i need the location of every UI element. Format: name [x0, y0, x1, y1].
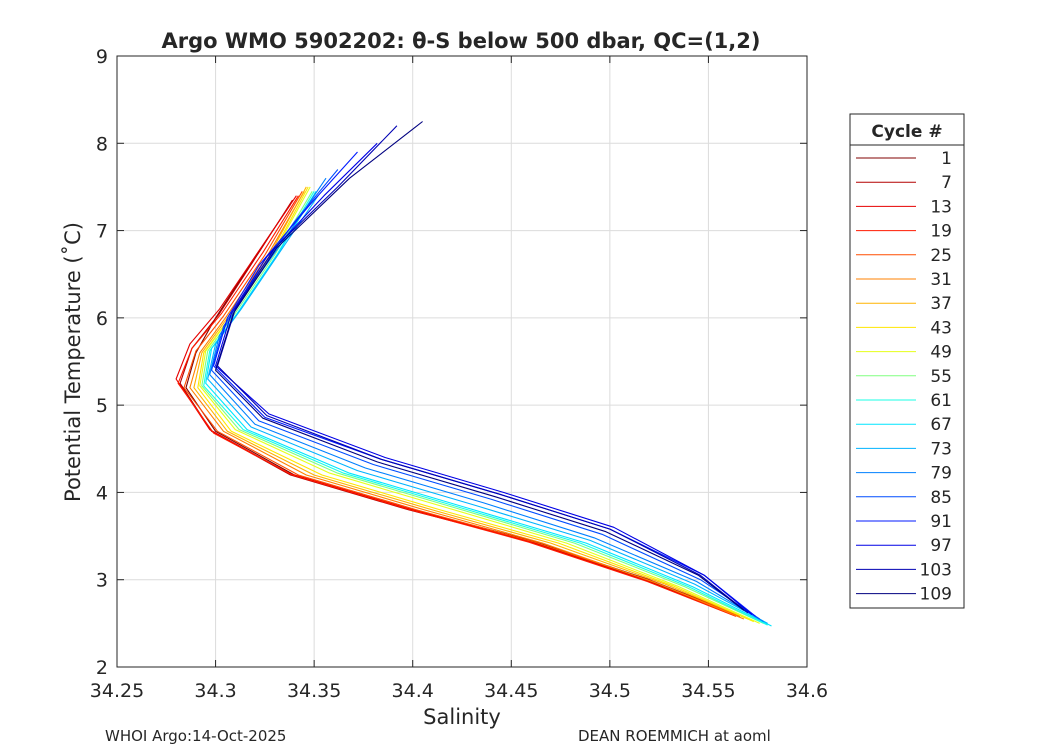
chart-title: Argo WMO 5902202: θ-S below 500 dbar, QC… — [162, 29, 761, 53]
y-axis-label: Potential Temperature (˚C) — [61, 222, 85, 502]
axes-background — [117, 56, 807, 667]
legend-label-79: 79 — [930, 464, 952, 484]
plot-area: 34.25 34.3 34.35 34.4 34.45 34.5 34.55 34.6 2 3 4 5… — [90, 46, 828, 702]
series-line-cycle-7 — [179, 199, 735, 616]
series-line-cycle-55 — [201, 191, 764, 624]
series-line-cycle-91 — [213, 151, 757, 617]
legend-title: Cycle # — [871, 122, 942, 142]
legend-label-7: 7 — [941, 173, 952, 193]
legend-label-55: 55 — [930, 367, 952, 387]
series-line-cycle-73 — [207, 195, 768, 624]
x-tick-label: 34.55 — [681, 680, 735, 702]
legend-label-97: 97 — [930, 536, 952, 556]
legend-label-25: 25 — [930, 246, 952, 266]
legend-label-49: 49 — [930, 343, 952, 363]
legend-label-19: 19 — [930, 222, 952, 242]
legend-label-1: 1 — [941, 149, 952, 169]
series-layer — [175, 121, 772, 627]
y-tick-label: 6 — [96, 308, 108, 330]
axes-frame — [116, 55, 808, 668]
legend-box — [849, 113, 965, 609]
y-tick-label: 9 — [96, 46, 108, 68]
x-tick-label: 34.45 — [484, 680, 538, 702]
legend-label-103: 103 — [920, 560, 952, 580]
series-line-cycle-109 — [215, 121, 745, 611]
x-tick-label: 34.6 — [786, 680, 828, 702]
x-tick-label: 34.25 — [90, 680, 144, 702]
series-line-cycle-103 — [216, 125, 749, 614]
legend-label-31: 31 — [930, 270, 952, 290]
y-tick-label: 4 — [96, 482, 108, 504]
legend-label-13: 13 — [930, 197, 952, 217]
series-line-cycle-19 — [177, 195, 737, 617]
series-line-cycle-67 — [205, 191, 772, 627]
y-tick-label: 7 — [96, 221, 108, 243]
legend-label-73: 73 — [930, 439, 952, 459]
legend: Cycle # 1 7 13 19 25 31 37 43 49 55 61 67 73 79 85 91 97… — [849, 113, 965, 609]
x-tick-label: 34.35 — [287, 680, 341, 702]
legend-label-37: 37 — [930, 294, 952, 314]
x-tick-label: 34.4 — [392, 680, 434, 702]
ticks: 34.25 34.3 34.35 34.4 34.45 34.5 34.55 34.6 2 3 4 5… — [90, 46, 828, 702]
legend-label-85: 85 — [930, 488, 952, 508]
footer-right: DEAN ROEMMICH at aoml — [578, 727, 771, 745]
x-tick-label: 34.3 — [194, 680, 236, 702]
legend-label-43: 43 — [930, 318, 952, 338]
y-tick-label: 5 — [96, 395, 108, 417]
series-line-cycle-25 — [183, 191, 741, 617]
x-axis-label: Salinity — [423, 705, 501, 729]
x-tick-label: 34.5 — [589, 680, 631, 702]
legend-label-61: 61 — [930, 391, 952, 411]
y-tick-label: 2 — [96, 657, 108, 679]
y-tick-label: 3 — [96, 570, 108, 592]
legend-label-91: 91 — [930, 512, 952, 532]
legend-entries: 1 7 13 19 25 31 37 43 49 55 61 67 73 79 85 91 97 103 109 — [856, 149, 952, 605]
legend-label-67: 67 — [930, 415, 952, 435]
legend-label-109: 109 — [920, 585, 952, 605]
y-tick-label: 8 — [96, 133, 108, 155]
footer-left: WHOI Argo:14-Oct-2025 — [105, 727, 286, 745]
